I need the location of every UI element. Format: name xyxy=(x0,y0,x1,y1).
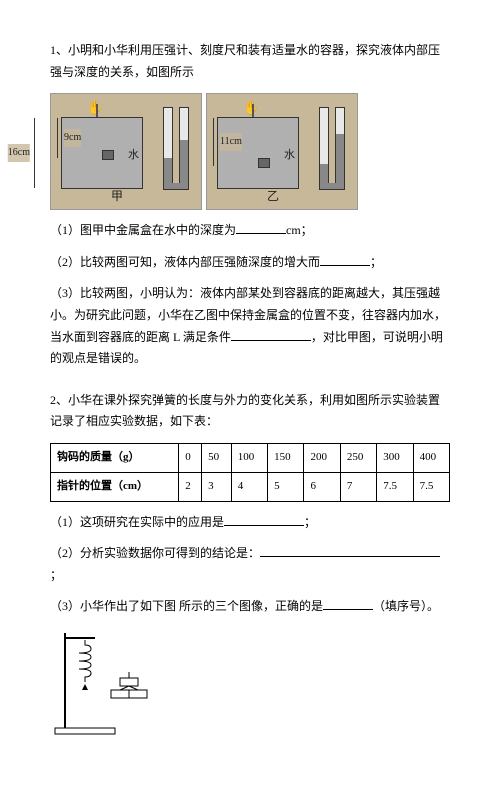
question-2: 2、小华在课外探究弹簧的长度与外力的变化关系，利用如图所示实验装置记录了相应实验… xyxy=(50,390,450,746)
cell: 5 xyxy=(268,472,304,501)
blank[interactable] xyxy=(231,328,311,341)
u-tube-manometer xyxy=(161,104,191,189)
cell: 200 xyxy=(304,443,340,472)
q1-sub2-text: （2）比较两图可知，液体内部压强随深度的增大而 xyxy=(50,255,320,269)
q1-sub2: （2）比较两图可知，液体内部压强随深度的增大而 ； xyxy=(50,252,450,274)
cell: 100 xyxy=(231,443,267,472)
figure-panel-jia: ✋ 水 16cm 9cm 甲 xyxy=(50,93,202,210)
q2-sub2: （2）分析实验数据你可得到的结论是： ； xyxy=(50,543,450,586)
depth-11cm: 11cm xyxy=(220,133,242,151)
cell: 150 xyxy=(268,443,304,472)
q2-data-table: 钩码的质量（g） 0 50 100 150 200 250 300 400 指针… xyxy=(50,443,450,502)
q2-sub2-post: ； xyxy=(50,568,62,582)
probe-box xyxy=(102,150,114,160)
q2-spring-figure xyxy=(50,628,450,746)
q1-sub1-text: （1）图甲中金属盒在水中的深度为 xyxy=(50,223,236,237)
blank[interactable] xyxy=(236,221,286,234)
q2-sub3: （3）小华作出了如下图 所示的三个图像，正确的是 （填序号）。 xyxy=(50,596,450,618)
q1-sub1: （1）图甲中金属盒在水中的深度为 cm； xyxy=(50,220,450,242)
panel-label-yi: 乙 xyxy=(267,186,279,208)
cell: 7 xyxy=(340,472,376,501)
table-row: 指针的位置（cm） 2 3 4 5 6 7 7.5 7.5 xyxy=(51,472,450,501)
blank[interactable] xyxy=(224,513,304,526)
q1-sub1-unit: cm； xyxy=(286,223,313,237)
probe-box xyxy=(258,158,270,168)
q2-sub3-post: （填序号）。 xyxy=(373,599,439,613)
q1-main: 1、小明和小华利用压强计、刻度尺和装有适量水的容器，探究液体内部压强与深度的关系… xyxy=(50,40,450,83)
q1-sub2-post: ； xyxy=(370,255,382,269)
cell: 6 xyxy=(304,472,340,501)
question-1: 1、小明和小华利用压强计、刻度尺和装有适量水的容器，探究液体内部压强与深度的关系… xyxy=(50,40,450,370)
water-container: 水 16cm 9cm xyxy=(61,117,143,189)
cell: 250 xyxy=(340,443,376,472)
spring-stand-icon xyxy=(50,628,170,738)
cell: 2 xyxy=(179,472,202,501)
row-header-pointer: 指针的位置（cm） xyxy=(51,472,179,501)
blank[interactable] xyxy=(260,544,440,557)
depth-9cm: 9cm xyxy=(64,129,81,147)
blank[interactable] xyxy=(323,597,373,610)
cell: 7.5 xyxy=(377,472,413,501)
cell: 3 xyxy=(202,472,232,501)
cell: 4 xyxy=(231,472,267,501)
q1-figure: ✋ 水 16cm 9cm 甲 ✋ xyxy=(50,93,450,210)
q2-sub1: （1）这项研究在实际中的应用是 ； xyxy=(50,512,450,534)
u-tube-manometer xyxy=(317,104,347,189)
table-row: 钩码的质量（g） 0 50 100 150 200 250 300 400 xyxy=(51,443,450,472)
water-label: 水 xyxy=(128,146,139,166)
q2-sub1-post: ； xyxy=(304,515,316,529)
figure-panel-yi: ✋ 水 11cm 乙 xyxy=(206,93,358,210)
cell: 300 xyxy=(377,443,413,472)
q2-sub3-text: （3）小华作出了如下图 所示的三个图像，正确的是 xyxy=(50,599,323,613)
cell: 7.5 xyxy=(413,472,449,501)
q2-main: 2、小华在课外探究弹簧的长度与外力的变化关系，利用如图所示实验装置记录了相应实验… xyxy=(50,390,450,433)
water-container: 水 11cm xyxy=(217,117,299,189)
cell: 0 xyxy=(179,443,202,472)
row-header-mass: 钩码的质量（g） xyxy=(51,443,179,472)
q2-sub2-text: （2）分析实验数据你可得到的结论是： xyxy=(50,546,260,560)
q1-sub3: （3）比较两图，小明认为：液体内部某处到容器底的距离越大，其压强越小。为研究此问… xyxy=(50,283,450,369)
cell: 400 xyxy=(413,443,449,472)
water-label: 水 xyxy=(284,146,295,166)
panel-label-jia: 甲 xyxy=(111,186,123,208)
blank[interactable] xyxy=(320,253,370,266)
cell: 50 xyxy=(202,443,232,472)
height-16cm: 16cm xyxy=(8,144,30,162)
q2-sub1-text: （1）这项研究在实际中的应用是 xyxy=(50,515,224,529)
